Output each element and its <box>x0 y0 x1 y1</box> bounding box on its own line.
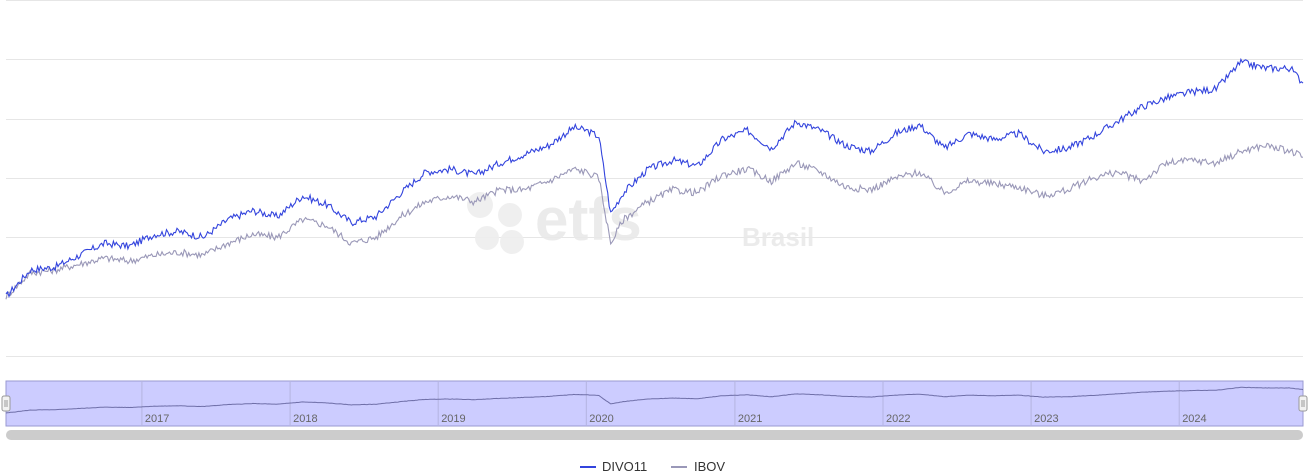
watermark-dot <box>467 192 493 218</box>
series-line-ibov <box>5 142 1304 300</box>
navigator-year-label: 2024 <box>1182 413 1206 425</box>
navigator-range[interactable] <box>5 380 1304 427</box>
scrollbar-thumb[interactable] <box>6 430 1303 440</box>
legend-label-ibov: IBOV <box>694 459 725 473</box>
watermark-dot <box>500 230 524 254</box>
navigator-year-label: 2023 <box>1034 413 1058 425</box>
navigator-year-label: 2018 <box>293 413 317 425</box>
watermark-brand: etfs <box>535 186 642 253</box>
legend-label-divo11: DIVO11 <box>602 459 647 473</box>
navigator-year-label: 2022 <box>886 413 910 425</box>
navigator[interactable]: 2017 2018 2019 2020 2021 2022 2023 2024 <box>1 380 1308 427</box>
legend-item-divo11[interactable]: DIVO11 <box>580 459 647 473</box>
watermark-logo: etfs Brasil <box>467 186 814 254</box>
navigator-right-handle[interactable] <box>1298 395 1308 412</box>
navigator-year-label: 2020 <box>589 413 613 425</box>
gridlines <box>6 0 1303 357</box>
navigator-year-label: 2021 <box>738 413 762 425</box>
navigator-left-handle[interactable] <box>1 395 11 412</box>
legend-item-ibov[interactable]: IBOV <box>671 459 725 473</box>
watermark-dot <box>498 203 522 227</box>
legend: DIVO11 IBOV <box>580 459 725 473</box>
watermark-sub: Brasil <box>742 222 814 252</box>
navigator-year-label: 2019 <box>441 413 465 425</box>
series-line-divo11 <box>5 57 1304 298</box>
watermark-dot <box>475 226 499 250</box>
navigator-year-label: 2017 <box>145 413 169 425</box>
series-lines <box>5 57 1304 300</box>
navigator-series <box>5 386 1304 414</box>
